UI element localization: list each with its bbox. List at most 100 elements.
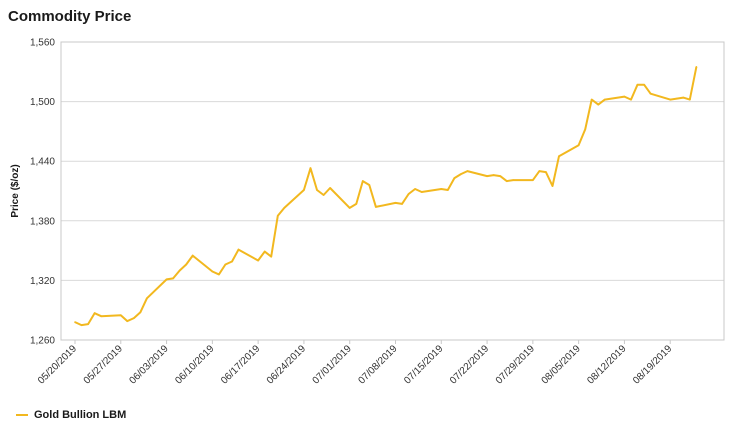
- data-point: [590, 98, 593, 101]
- data-point: [263, 250, 266, 253]
- data-point: [643, 83, 645, 86]
- data-point: [139, 311, 142, 314]
- y-tick-label: 1,260: [30, 336, 55, 347]
- data-point: [224, 263, 227, 266]
- data-point: [649, 92, 652, 95]
- series-line-gold-bullion-lbm: [74, 66, 698, 327]
- data-point: [682, 96, 685, 99]
- data-point: [165, 278, 168, 281]
- data-point: [551, 185, 554, 187]
- data-point: [329, 187, 331, 189]
- data-point: [277, 215, 279, 217]
- data-point: [178, 269, 181, 272]
- data-point: [375, 206, 377, 208]
- data-point: [133, 317, 135, 319]
- data-point: [355, 203, 358, 205]
- data-point: [669, 98, 671, 101]
- chart-title: Commodity Price: [8, 8, 132, 25]
- legend-label: Gold Bullion LBM: [34, 409, 127, 421]
- data-point: [505, 180, 508, 182]
- data-point: [87, 323, 89, 325]
- data-point: [74, 321, 76, 323]
- data-point: [303, 189, 305, 191]
- data-point: [492, 174, 495, 176]
- data-point: [407, 193, 410, 195]
- data-point: [499, 175, 502, 177]
- data-point: [676, 97, 678, 100]
- data-point: [512, 179, 514, 181]
- y-tick-label: 1,380: [30, 216, 55, 227]
- y-tick-label: 1,320: [30, 276, 55, 287]
- data-point: [584, 128, 586, 131]
- x-tick-label: 07/22/2019: [448, 343, 491, 386]
- data-point: [538, 170, 541, 172]
- data-point: [191, 254, 194, 257]
- data-point: [597, 103, 600, 106]
- y-tick-label: 1,500: [30, 97, 55, 108]
- data-point: [283, 207, 286, 209]
- legend-swatch: [16, 414, 28, 416]
- data-point: [120, 314, 122, 317]
- x-tick-label: 06/17/2019: [219, 343, 262, 386]
- y-axis-title: Price ($/oz): [10, 164, 21, 217]
- data-point: [440, 188, 443, 190]
- data-point: [636, 83, 639, 86]
- legend: Gold Bullion LBM: [16, 409, 126, 421]
- data-point: [558, 155, 560, 157]
- x-tick-label: 07/15/2019: [402, 343, 445, 386]
- data-point: [689, 98, 691, 101]
- data-point: [93, 312, 96, 315]
- data-point: [368, 184, 371, 186]
- series-layer: [74, 66, 698, 327]
- data-point: [322, 194, 325, 196]
- x-axis: 05/20/2019 05/27/2019 06/03/2019 06/10/2019…: [36, 340, 675, 387]
- x-tick-label: 06/24/2019: [265, 343, 308, 386]
- data-point: [460, 173, 462, 175]
- data-point: [545, 171, 547, 173]
- x-tick-label: 06/03/2019: [128, 343, 171, 386]
- x-tick-label: 05/20/2019: [36, 343, 79, 386]
- data-point: [414, 188, 416, 190]
- gridlines: [61, 41, 724, 341]
- x-tick-label: 05/27/2019: [82, 343, 125, 386]
- x-tick-label: 07/01/2019: [311, 343, 354, 386]
- data-point: [257, 259, 259, 262]
- data-point: [630, 98, 632, 101]
- y-tick-label: 1,440: [30, 157, 55, 168]
- x-tick-label: 08/19/2019: [631, 343, 674, 386]
- data-point: [172, 277, 174, 280]
- data-point: [577, 144, 580, 147]
- data-point: [623, 95, 626, 98]
- data-point: [532, 179, 534, 181]
- x-tick-label: 08/05/2019: [540, 343, 583, 386]
- data-point: [80, 324, 83, 326]
- data-point: [394, 202, 397, 204]
- x-tick-label: 08/12/2019: [585, 343, 628, 386]
- data-point: [604, 98, 606, 101]
- data-point: [695, 66, 698, 68]
- data-point: [420, 191, 423, 193]
- data-point: [270, 255, 273, 258]
- data-point: [231, 260, 233, 263]
- data-point: [218, 273, 220, 276]
- data-point: [316, 189, 318, 191]
- data-point: [126, 320, 129, 322]
- data-point: [185, 263, 187, 266]
- data-point: [401, 203, 403, 205]
- data-point: [466, 170, 469, 172]
- data-point: [486, 175, 488, 177]
- x-tick-label: 07/08/2019: [356, 343, 399, 386]
- data-point: [447, 189, 449, 191]
- data-point: [211, 270, 214, 273]
- y-axis: 1,260 1,320 1,380 1,440 1,500 1,560: [30, 38, 55, 347]
- data-point: [309, 167, 312, 169]
- data-point: [100, 315, 102, 318]
- data-point: [453, 177, 456, 179]
- x-tick-label: 07/29/2019: [494, 343, 537, 386]
- data-point: [348, 207, 351, 209]
- plot-frame: [60, 41, 725, 341]
- y-tick-label: 1,560: [30, 38, 55, 49]
- data-point: [146, 297, 148, 300]
- data-point: [237, 248, 240, 251]
